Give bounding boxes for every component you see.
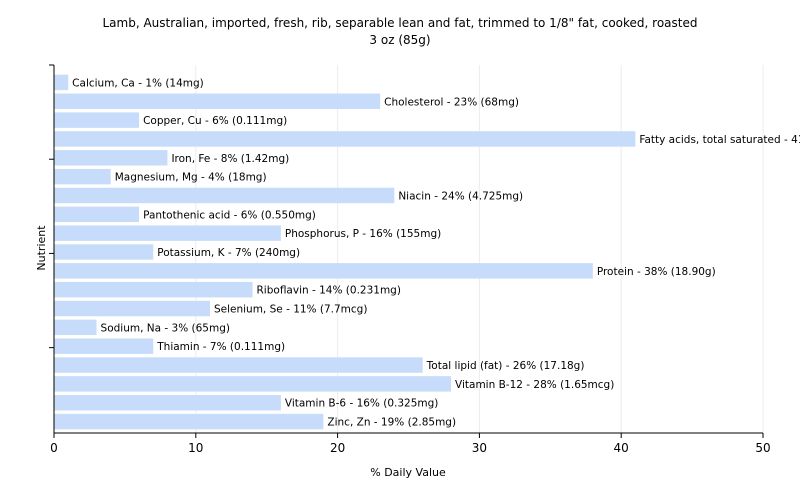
x-axis-label: % Daily Value (370, 466, 446, 479)
bar (54, 206, 140, 223)
bar (54, 150, 168, 166)
bar-label: Niacin - 24% (4.725mg) (398, 190, 523, 202)
bar-label: Iron, Fe - 8% (1.42mg) (171, 153, 289, 165)
bar (54, 263, 593, 279)
chart-title: Lamb, Australian, imported, fresh, rib, … (103, 16, 698, 30)
bar (54, 357, 423, 373)
x-tick-label: 0 (50, 441, 58, 455)
chart-subtitle: 3 oz (85g) (369, 33, 430, 47)
x-tick-labels: 0 10 20 30 40 50 (50, 441, 770, 455)
bar-label: Protein - 38% (18.90g) (597, 266, 716, 278)
x-tick-label: 50 (755, 441, 770, 455)
bar-label: Sodium, Na - 3% (65mg) (101, 322, 230, 334)
bar (54, 93, 381, 109)
bar (54, 74, 69, 91)
bar-label: Total lipid (fat) - 26% (17.18g) (426, 360, 585, 372)
x-tick-label: 20 (330, 441, 345, 455)
bar (54, 300, 210, 317)
bar-label: Fatty acids, total saturated - 41% (8.27… (639, 134, 800, 146)
bar-label: Vitamin B-12 - 28% (1.65mcg) (455, 379, 614, 391)
bar-label: Potassium, K - 7% (240mg) (157, 247, 300, 259)
x-tick-label: 30 (472, 441, 487, 455)
bar (54, 376, 452, 392)
bar-label: Calcium, Ca - 1% (14mg) (72, 77, 204, 89)
bar (54, 112, 140, 128)
bar (54, 131, 636, 147)
bar-label: Cholesterol - 23% (68mg) (384, 96, 519, 108)
x-tick-label: 40 (614, 441, 629, 455)
bar-label: Riboflavin - 14% (0.231mg) (257, 285, 401, 297)
bar (54, 338, 154, 354)
bar-label: Magnesium, Mg - 4% (18mg) (115, 172, 267, 184)
bar (54, 319, 97, 336)
bar-label: Phosphorus, P - 16% (155mg) (285, 228, 441, 240)
bar-label: Thiamin - 7% (0.111mg) (156, 341, 285, 353)
y-axis-label: Nutrient (35, 225, 48, 271)
bar-label: Vitamin B-6 - 16% (0.325mg) (285, 398, 439, 410)
bar-label: Pantothenic acid - 6% (0.550mg) (143, 209, 316, 221)
x-tick-label: 10 (188, 441, 203, 455)
bar (54, 168, 111, 185)
bar (54, 281, 253, 298)
bar (54, 244, 154, 260)
bars-group (54, 74, 636, 430)
bar-label: Copper, Cu - 6% (0.111mg) (143, 115, 287, 127)
bar-labels-group: Calcium, Ca - 1% (14mg) Cholesterol - 23%… (72, 77, 800, 428)
bar-label: Selenium, Se - 11% (7.7mcg) (214, 304, 367, 316)
bar (54, 225, 281, 241)
bar (54, 413, 324, 430)
axes-group (49, 64, 764, 438)
bar (54, 187, 395, 204)
bar (54, 395, 281, 411)
bar-label: Zinc, Zn - 19% (2.85mg) (327, 417, 456, 429)
